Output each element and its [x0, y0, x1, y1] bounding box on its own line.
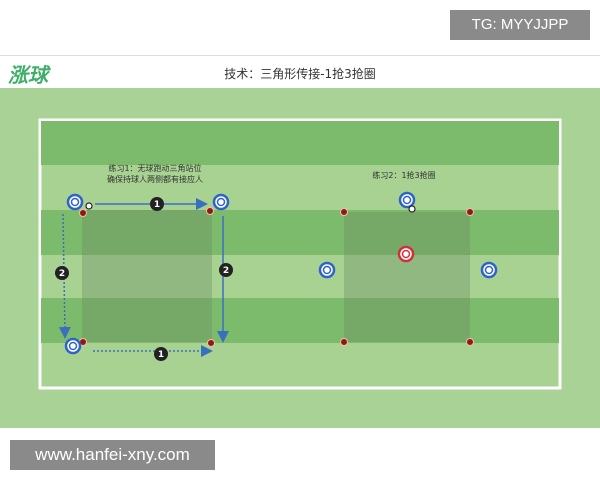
step-label: 2: [59, 269, 65, 279]
step-label: 1: [158, 350, 164, 360]
players: [64, 191, 498, 355]
ball-icon: [408, 205, 416, 213]
player-icon: [64, 337, 82, 355]
logo: 涨球: [8, 63, 48, 87]
player-icon: [66, 193, 84, 211]
ball-icon: [85, 202, 93, 210]
watermark-bottom: www.hanfei-xny.com: [10, 440, 215, 470]
drill1-label-line1: 练习1：无球跑动三角站位: [108, 163, 201, 173]
player-icon: [318, 261, 336, 279]
player-icon: [480, 261, 498, 279]
step-badges: 1 1 2 2: [55, 197, 233, 361]
drill2-grid: [344, 212, 470, 342]
step-label: 1: [154, 200, 160, 210]
page-title: 技术：三角形传接-1抢3抢圈: [224, 67, 376, 81]
defender-icon: [397, 245, 415, 263]
watermark-top: TG: MYYJJPP: [450, 10, 590, 40]
drill1-grid: [82, 210, 212, 342]
player-icon: [398, 191, 416, 209]
drill2-label: 练习2：1抢3抢圈: [372, 170, 435, 180]
player-icon: [212, 193, 230, 211]
drill1-label-line2: 确保持球人两侧都有接应人: [107, 174, 203, 184]
field: [38, 118, 562, 390]
header: 涨球 技术：三角形传接-1抢3抢圈: [0, 55, 600, 89]
step-label: 2: [223, 266, 229, 276]
cones: [79, 207, 474, 347]
